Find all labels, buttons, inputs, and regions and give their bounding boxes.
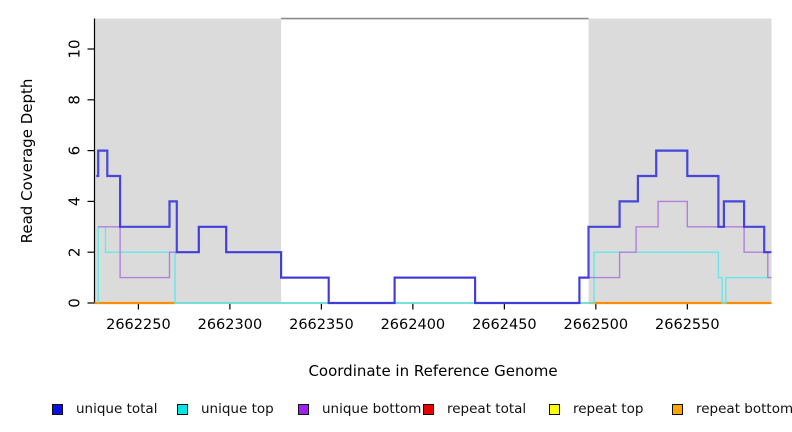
legend-item-unique-top: unique top: [177, 398, 274, 420]
legend-item-repeat-total: repeat total: [423, 398, 526, 420]
legend-label: unique total: [76, 401, 158, 417]
legend-swatch-unique-total: [52, 403, 63, 415]
coverage-plot: 0 2 4 6 8 10 2662250 2662300 2662350 2662400 26624…: [66, 17, 772, 333]
series-unique-total: [96, 149, 772, 305]
y-axis-title: Read Coverage Depth: [18, 78, 36, 244]
x-tick-label: 2662450: [472, 317, 537, 333]
x-tick-label: 2662350: [289, 317, 354, 333]
legend: unique total unique top unique bottom repea…: [0, 398, 792, 422]
legend-label: repeat bottom: [696, 401, 792, 417]
legend-item-repeat-top: repeat top: [549, 398, 643, 420]
y-tick-label: 2: [66, 247, 84, 257]
x-tick-label: 2662500: [564, 317, 629, 333]
legend-label: repeat top: [573, 401, 644, 417]
x-tick-label: 2662250: [106, 317, 171, 333]
legend-swatch-unique-top: [177, 403, 188, 415]
left-repeat-region: [94, 18, 282, 303]
x-axis-title: Coordinate in Reference Genome: [308, 362, 558, 380]
legend-label: unique top: [201, 401, 274, 417]
legend-swatch-repeat-top: [549, 403, 560, 415]
x-tick-label: 2662300: [198, 317, 263, 333]
legend-swatch-repeat-bottom: [672, 403, 683, 415]
legend-swatch-unique-bottom: [298, 403, 309, 415]
legend-item-repeat-bottom: repeat bottom: [672, 398, 792, 420]
y-tick-label: 4: [66, 197, 84, 207]
legend-label: unique bottom: [322, 401, 422, 417]
y-tick-label: 0: [66, 298, 84, 308]
legend-label: repeat total: [447, 401, 527, 417]
y-tick-label: 8: [66, 95, 84, 105]
y-tick-label: 10: [66, 39, 84, 58]
legend-swatch-repeat-total: [423, 403, 434, 415]
x-tick-label: 2662550: [655, 317, 720, 333]
series-unique-top: [97, 226, 772, 304]
legend-item-unique-total: unique total: [52, 398, 157, 420]
legend-item-unique-bottom: unique bottom: [298, 398, 421, 420]
y-tick-label: 6: [66, 146, 84, 156]
right-repeat-region: [588, 18, 772, 303]
x-tick-label: 2662400: [381, 317, 446, 333]
